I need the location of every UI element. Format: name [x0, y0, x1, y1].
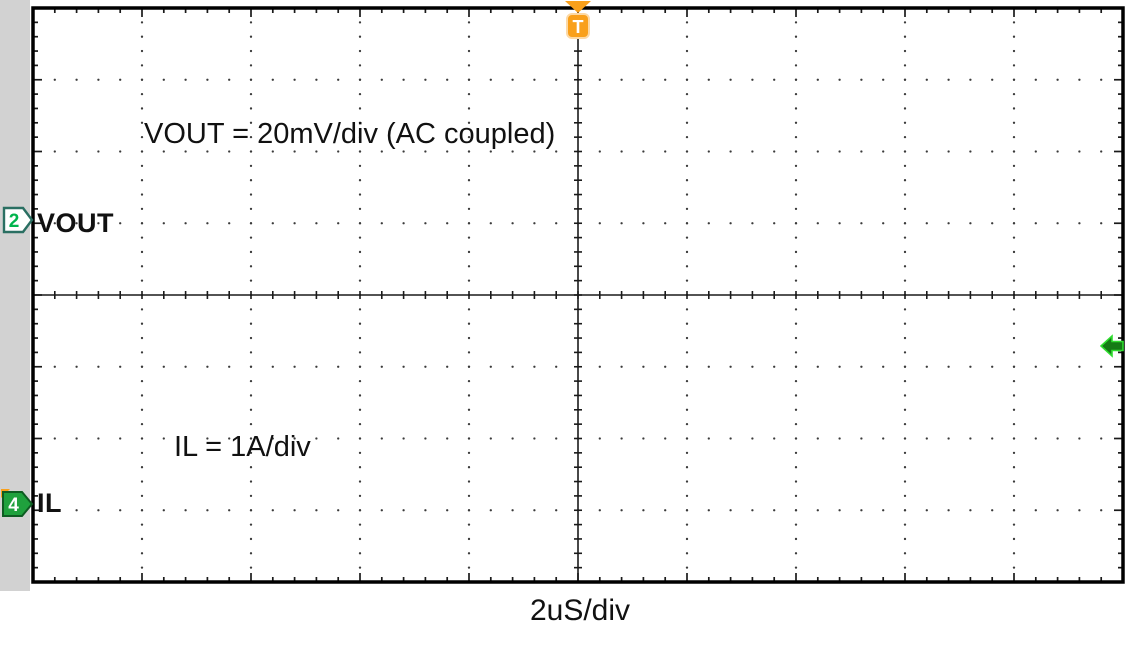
- trigger-level-arrow-icon: [1100, 334, 1124, 358]
- vout-scale-annotation: VOUT = 20mV/div (AC coupled): [144, 118, 556, 150]
- timebase-label: 2uS/div: [529, 594, 631, 627]
- channel-4-number: 4: [8, 495, 19, 516]
- channel-2-marker: 2: [2, 206, 34, 234]
- channel-4-marker-shape: [2, 491, 34, 517]
- channel-2-number: 2: [9, 211, 20, 232]
- il-scale-annotation: IL = 1A/div: [174, 431, 311, 463]
- trigger-letter: T: [573, 17, 584, 37]
- trigger-arrow-icon: [565, 1, 591, 13]
- vout-trace-label: VOUT: [37, 208, 115, 238]
- trigger-badge-shape: [566, 13, 590, 39]
- il-trace-label: IL: [37, 488, 62, 518]
- trigger-position-marker: T: [565, 1, 591, 39]
- channel-2-marker-shape: [2, 206, 34, 234]
- channel-4-marker: 4: [1, 489, 34, 517]
